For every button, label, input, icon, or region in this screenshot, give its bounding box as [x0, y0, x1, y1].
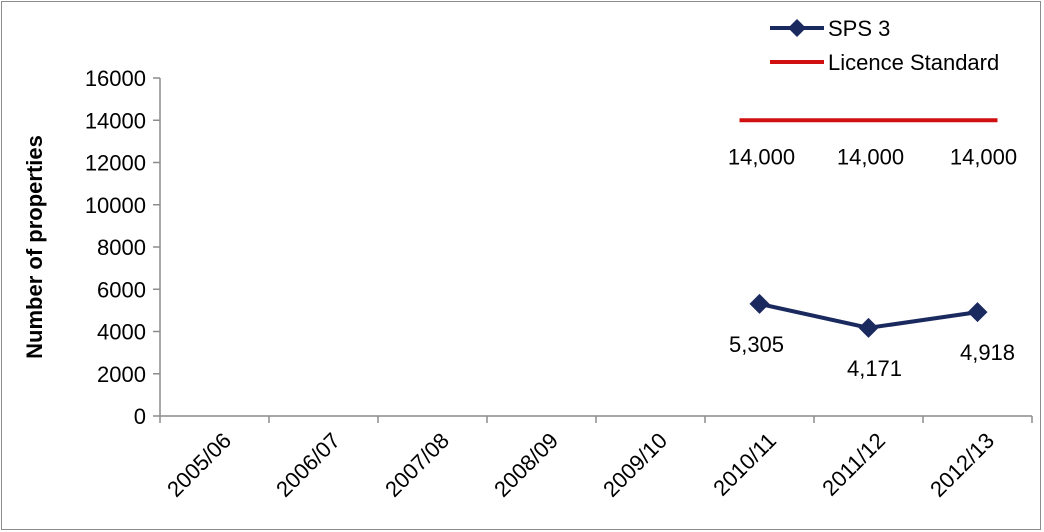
data-point [749, 293, 770, 314]
data-label: 14,000 [728, 144, 795, 169]
x-tick-label: 2006/07 [271, 428, 345, 502]
legend-label: Licence Standard [828, 50, 999, 75]
y-tick-label: 0 [134, 404, 146, 429]
y-tick-label: 8000 [97, 235, 146, 260]
x-tick-label: 2007/08 [380, 428, 454, 502]
y-tick-label: 6000 [97, 277, 146, 302]
legend-item: Licence Standard [770, 50, 999, 75]
y-tick-label: 16000 [85, 66, 146, 91]
y-tick-label: 10000 [85, 193, 146, 218]
x-tick-label: 2005/06 [162, 428, 236, 502]
y-tick-label: 12000 [85, 151, 146, 176]
legend-item: SPS 3 [770, 16, 890, 41]
legend: SPS 3 Licence Standard [770, 16, 999, 75]
y-tick-label: 14000 [85, 108, 146, 133]
data-label: 14,000 [950, 144, 1017, 169]
y-axis-label: Number of properties [22, 135, 47, 359]
legend-marker [788, 19, 806, 37]
data-label: 5,305 [729, 332, 784, 357]
x-tick-label: 2008/09 [489, 428, 563, 502]
x-tick-label: 2011/12 [817, 428, 890, 501]
data-point [858, 317, 879, 338]
data-label: 14,000 [837, 144, 904, 169]
series-layer: 5,305 4,171 4,918 14,000 14,000 14,000 [728, 118, 1017, 381]
x-tick-label: 2012/13 [925, 428, 999, 502]
data-label: 4,171 [847, 356, 902, 381]
licence-standard-series: 14,000 14,000 14,000 [728, 118, 1017, 169]
x-tick-label: 2010/11 [708, 428, 781, 501]
y-tick-label: 4000 [97, 320, 146, 345]
data-point [967, 302, 988, 323]
y-tick-label: 2000 [97, 362, 146, 387]
sps3-series: 5,305 4,171 4,918 [729, 293, 1015, 381]
legend-label: SPS 3 [828, 16, 890, 41]
data-label: 4,918 [960, 340, 1015, 365]
x-ticks: 2005/06 2006/07 2007/08 2008/09 2009/10 2010/… [159, 416, 1033, 502]
x-tick-label: 2009/10 [598, 428, 672, 502]
y-ticks: 0 2000 4000 6000 8000 10000 12000 14000 16000 [85, 66, 160, 429]
